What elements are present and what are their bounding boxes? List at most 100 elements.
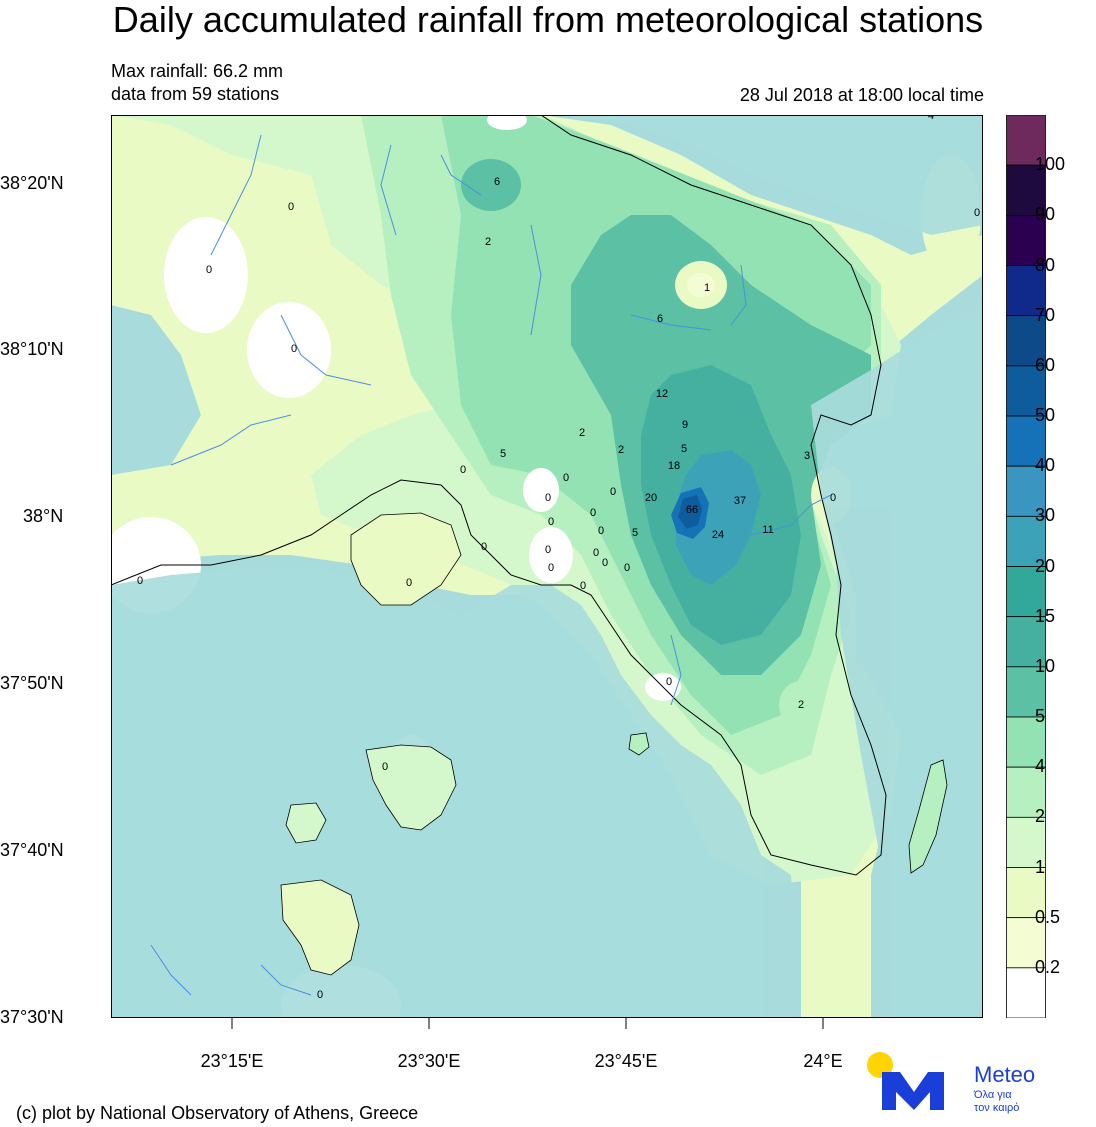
station-value-label: 9 (682, 419, 688, 431)
lon-label-23-15: 23°15'E (200, 1051, 264, 1071)
station-value-label: 4 (928, 115, 934, 122)
legend-swatch (1006, 365, 1046, 417)
footer-credit: (c) plot by National Observatory of Athe… (16, 1103, 419, 1123)
datetime-text: 28 Jul 2018 at 18:00 local time (739, 85, 984, 105)
station-value-label: 0 (563, 472, 569, 484)
attica-coastline (111, 115, 887, 876)
legend-swatch (1006, 164, 1046, 216)
svg-text:Όλα για: Όλα για (973, 1089, 1012, 1101)
station-value-label: 20 (645, 492, 657, 504)
station-value-label: 0 (382, 761, 388, 773)
station-value-label: 0 (548, 516, 554, 528)
lon-label-23-45: 23°45'E (594, 1051, 658, 1071)
lat-label-37-50: 37°50'N (0, 673, 64, 693)
legend-label: 20 (1035, 555, 1056, 576)
legend-label: 1 (1035, 856, 1046, 877)
station-value-label: 2 (798, 699, 804, 711)
legend-swatch (1006, 115, 1046, 166)
legend-swatch (1006, 666, 1046, 718)
sea-west (111, 305, 201, 475)
station-value-label: 3 (804, 450, 810, 462)
legend-label: 50 (1035, 405, 1056, 425)
legend-label: 30 (1035, 505, 1056, 526)
station-value-label: 0 (830, 492, 836, 504)
lon-label-23-30: 23°30'E (397, 1051, 461, 1071)
lat-label-38-20: 38°20'N (0, 173, 64, 193)
rivers (150, 134, 832, 996)
svg-text:Meteo: Meteo (974, 1062, 1035, 1087)
station-value-label: 0 (460, 464, 466, 476)
max-rainfall-text: Max rainfall: 66.2 mm (111, 61, 284, 81)
station-value-label: 18 (668, 460, 680, 472)
legend-label: 60 (1035, 354, 1056, 375)
station-value-label: 5 (500, 448, 506, 460)
legend-swatch (1006, 616, 1046, 668)
legend-label: 0.5 (1035, 906, 1061, 927)
rainfall-contours (111, 115, 981, 1018)
station-value-label: 2 (618, 444, 624, 456)
station-value-label: 0 (590, 507, 596, 519)
station-value-label: 66 (686, 504, 698, 516)
station-value-label: 0 (137, 575, 143, 587)
station-value-label: 24 (712, 529, 724, 541)
station-value-label: 2 (485, 236, 491, 248)
legend-swatch (1006, 515, 1046, 567)
lat-label-38: 38°N (23, 506, 64, 526)
station-value-label: 0 (317, 989, 323, 1001)
lat-label-37-30: 37°30'N (0, 1007, 64, 1027)
station-value-label: 0 (610, 486, 616, 498)
station-value-label: 0 (545, 544, 551, 556)
legend-label: 70 (1035, 304, 1056, 325)
lon-label-24: 24°E (803, 1051, 843, 1071)
lat-label-38-10: 38°10'N (0, 339, 64, 359)
legend-swatch (1006, 415, 1046, 467)
station-value-label: 0 (288, 201, 294, 213)
legend-swatch (1006, 214, 1046, 266)
station-value-label: 6 (494, 176, 500, 188)
station-value-label: 1 (704, 282, 710, 294)
station-value-label: 12 (656, 388, 668, 400)
legend-swatch (1006, 967, 1046, 1018)
station-value-label: 0 (974, 207, 980, 219)
lat-label-37-40: 37°40'N (0, 840, 64, 860)
legend-swatch (1006, 315, 1046, 367)
station-value-label: 0 (291, 343, 297, 355)
legend-label: 4 (1035, 756, 1046, 777)
station-value-label: 11 (762, 524, 773, 536)
legend-colorbar (1006, 115, 1046, 1018)
legend-label: 15 (1035, 605, 1056, 626)
chart-title: Daily accumulated rainfall from meteorol… (112, 0, 984, 40)
legend-swatch (1006, 917, 1046, 969)
station-value-label: 0 (602, 557, 608, 569)
meteo-logo: Meteo Όλα για τον καιρό (867, 1052, 1035, 1114)
station-value-label: 5 (632, 527, 638, 539)
station-value-label: 0 (593, 547, 599, 559)
station-value-label: 2 (579, 427, 585, 439)
station-value-label: 37 (734, 495, 746, 507)
station-value-label: 5 (681, 443, 687, 455)
map-frame (111, 115, 983, 1018)
svg-text:τον καιρό: τον καιρό (974, 1102, 1019, 1114)
legend-label: 40 (1035, 455, 1056, 476)
legend-label: 100 (1035, 154, 1066, 175)
station-count-text: data from 59 stations (111, 84, 280, 104)
station-value-label: 0 (624, 562, 630, 574)
station-value-label: 0 (548, 562, 554, 574)
legend-swatch (1006, 766, 1046, 818)
legend-swatch (1006, 867, 1046, 919)
legend-label: 2 (1035, 806, 1046, 827)
legend-label: 10 (1035, 655, 1056, 676)
x-axis-ticks (231, 1017, 824, 1029)
legend-label: 5 (1035, 706, 1046, 726)
legend-label: 90 (1035, 204, 1056, 225)
info-left: Max rainfall: 66.2 mm data from 59 stati… (111, 60, 283, 106)
legend-label: 0.2 (1035, 956, 1061, 977)
legend-swatch (1006, 716, 1046, 768)
station-value-label: 0 (481, 541, 487, 553)
islands (280, 512, 948, 976)
station-value-label: 0 (206, 264, 212, 276)
sun-icon (867, 1052, 893, 1078)
station-value-label: 0 (580, 580, 586, 592)
